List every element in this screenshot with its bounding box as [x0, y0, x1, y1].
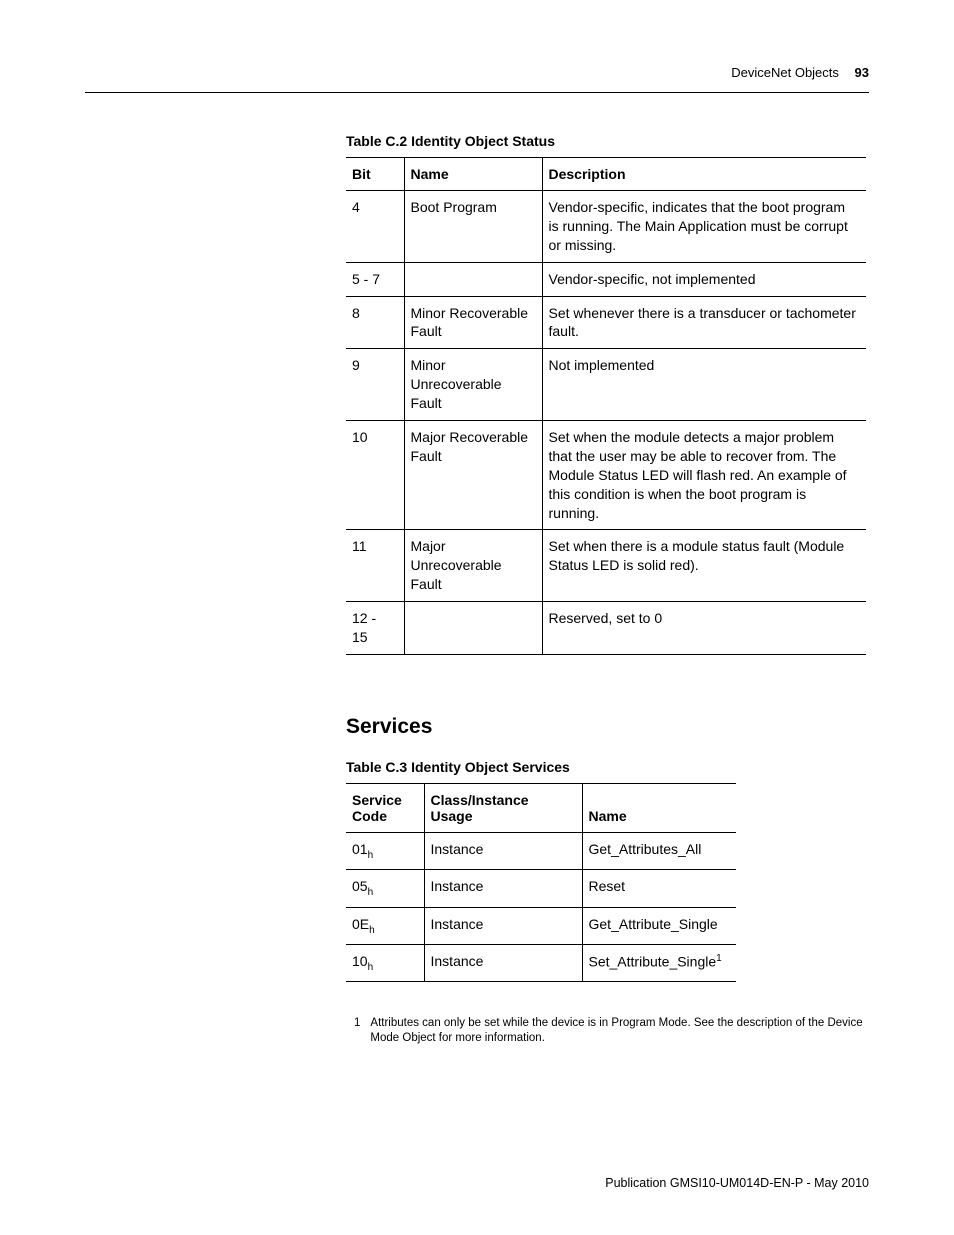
services-table-body: 01hInstanceGet_Attributes_All05hInstance…	[346, 832, 736, 981]
cell-description: Reserved, set to 0	[542, 602, 866, 655]
cell-usage: Instance	[424, 944, 582, 981]
table-row: 8Minor Recoverable FaultSet whenever the…	[346, 296, 866, 349]
cell-code: 05h	[346, 870, 424, 907]
services-heading: Services	[346, 715, 869, 739]
cell-sname: Get_Attributes_All	[582, 832, 736, 869]
cell-name: Minor Unrecoverable Fault	[404, 349, 542, 421]
header-page-number: 93	[855, 65, 869, 80]
col-header-bit: Bit	[346, 158, 404, 191]
cell-name	[404, 262, 542, 296]
status-table-caption: Table C.2 Identity Object Status	[346, 133, 869, 149]
status-table: Bit Name Description 4Boot ProgramVendor…	[346, 157, 866, 655]
cell-bit: 5 - 7	[346, 262, 404, 296]
table-row: 12 - 15 Reserved, set to 0	[346, 602, 866, 655]
col-header-description: Description	[542, 158, 866, 191]
table-row: 5 - 7 Vendor-specific, not implemented	[346, 262, 866, 296]
status-table-body: 4Boot ProgramVendor-specific, indicates …	[346, 191, 866, 655]
cell-bit: 10	[346, 421, 404, 530]
cell-bit: 11	[346, 530, 404, 602]
table-row: 10Major Recoverable FaultSet when the mo…	[346, 421, 866, 530]
cell-name: Major Recoverable Fault	[404, 421, 542, 530]
cell-bit: 12 - 15	[346, 602, 404, 655]
cell-description: Vendor-specific, not implemented	[542, 262, 866, 296]
services-table: Service Code Class/Instance Usage Name 0…	[346, 783, 736, 982]
col-header-sname: Name	[582, 783, 736, 832]
footnote-number: 1	[354, 1016, 360, 1046]
cell-name: Major Unrecoverable Fault	[404, 530, 542, 602]
table-row: 11Major Unrecoverable FaultSet when ther…	[346, 530, 866, 602]
cell-sname: Reset	[582, 870, 736, 907]
table-row: 05hInstanceReset	[346, 870, 736, 907]
cell-bit: 9	[346, 349, 404, 421]
col-header-name: Name	[404, 158, 542, 191]
cell-name: Boot Program	[404, 191, 542, 263]
cell-name	[404, 602, 542, 655]
cell-code: 10h	[346, 944, 424, 981]
cell-code: 0Eh	[346, 907, 424, 944]
footnote: 1 Attributes can only be set while the d…	[346, 1016, 869, 1046]
cell-description: Set whenever there is a transducer or ta…	[542, 296, 866, 349]
table-row: 4Boot ProgramVendor-specific, indicates …	[346, 191, 866, 263]
table-row: 01hInstanceGet_Attributes_All	[346, 832, 736, 869]
col-header-usage: Class/Instance Usage	[424, 783, 582, 832]
cell-description: Set when there is a module status fault …	[542, 530, 866, 602]
cell-description: Set when the module detects a major prob…	[542, 421, 866, 530]
cell-usage: Instance	[424, 870, 582, 907]
header-section: DeviceNet Objects	[731, 65, 839, 80]
table-header-row: Bit Name Description	[346, 158, 866, 191]
services-table-caption: Table C.3 Identity Object Services	[346, 759, 869, 775]
cell-usage: Instance	[424, 907, 582, 944]
table-row: 0EhInstanceGet_Attribute_Single	[346, 907, 736, 944]
page-header: DeviceNet Objects 93	[85, 65, 869, 93]
footnote-text: Attributes can only be set while the dev…	[370, 1016, 869, 1046]
cell-sname: Set_Attribute_Single1	[582, 944, 736, 981]
cell-bit: 4	[346, 191, 404, 263]
table-row: 10hInstanceSet_Attribute_Single1	[346, 944, 736, 981]
col-header-code: Service Code	[346, 783, 424, 832]
cell-code: 01h	[346, 832, 424, 869]
cell-bit: 8	[346, 296, 404, 349]
table-header-row: Service Code Class/Instance Usage Name	[346, 783, 736, 832]
cell-usage: Instance	[424, 832, 582, 869]
cell-name: Minor Recoverable Fault	[404, 296, 542, 349]
cell-description: Vendor-specific, indicates that the boot…	[542, 191, 866, 263]
cell-description: Not implemented	[542, 349, 866, 421]
cell-sname: Get_Attribute_Single	[582, 907, 736, 944]
table-row: 9Minor Unrecoverable FaultNot implemente…	[346, 349, 866, 421]
page-footer: Publication GMSI10-UM014D-EN-P - May 201…	[605, 1176, 869, 1190]
